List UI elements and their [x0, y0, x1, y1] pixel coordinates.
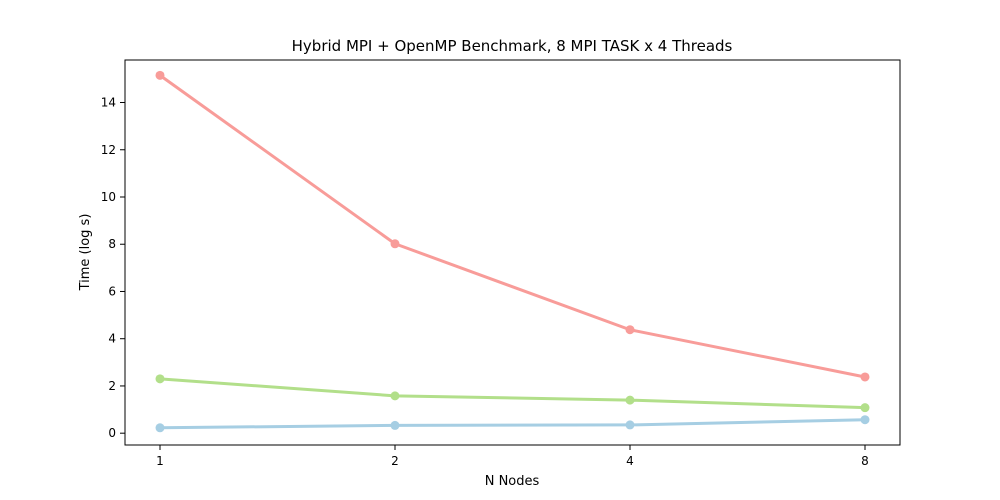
series-3 [155, 415, 870, 433]
y-tick-label: 2 [108, 379, 116, 393]
y-tick-label: 4 [108, 332, 116, 346]
x-tick-label: 8 [861, 454, 869, 468]
data-point [155, 70, 165, 80]
series-2 [155, 374, 870, 413]
data-point [860, 403, 870, 413]
plot-frame [124, 59, 901, 446]
y-tick-label: 12 [101, 143, 116, 157]
data-point [390, 420, 400, 430]
data-point [390, 391, 400, 401]
x-tick-label: 1 [156, 454, 164, 468]
y-tick-label: 8 [108, 237, 116, 251]
x-tick-label: 2 [391, 454, 399, 468]
y-axis-label: Time (log s) [78, 214, 93, 292]
series-1 [155, 70, 870, 382]
series-line [158, 418, 867, 430]
x-axis-label: N Nodes [485, 474, 540, 489]
data-point [860, 415, 870, 425]
chart-title: Hybrid MPI + OpenMP Benchmark, 8 MPI TAS… [292, 37, 733, 55]
data-point [625, 325, 635, 335]
plot-area [124, 59, 901, 446]
y-axis: 0 2 4 6 8 10 12 14 [101, 96, 125, 440]
series-line [158, 73, 867, 379]
data-point [860, 372, 870, 382]
y-tick-label: 10 [101, 190, 116, 204]
data-point [625, 395, 635, 405]
y-tick-label: 6 [108, 284, 116, 298]
data-point [155, 423, 165, 433]
data-point [155, 374, 165, 384]
x-axis: 1 2 4 8 [156, 445, 869, 468]
data-point [625, 420, 635, 430]
data-point [390, 239, 400, 249]
y-tick-label: 14 [101, 96, 116, 110]
y-tick-label: 0 [108, 426, 116, 440]
series-line [158, 377, 867, 410]
x-tick-label: 4 [626, 454, 634, 468]
series-layer [155, 70, 870, 433]
